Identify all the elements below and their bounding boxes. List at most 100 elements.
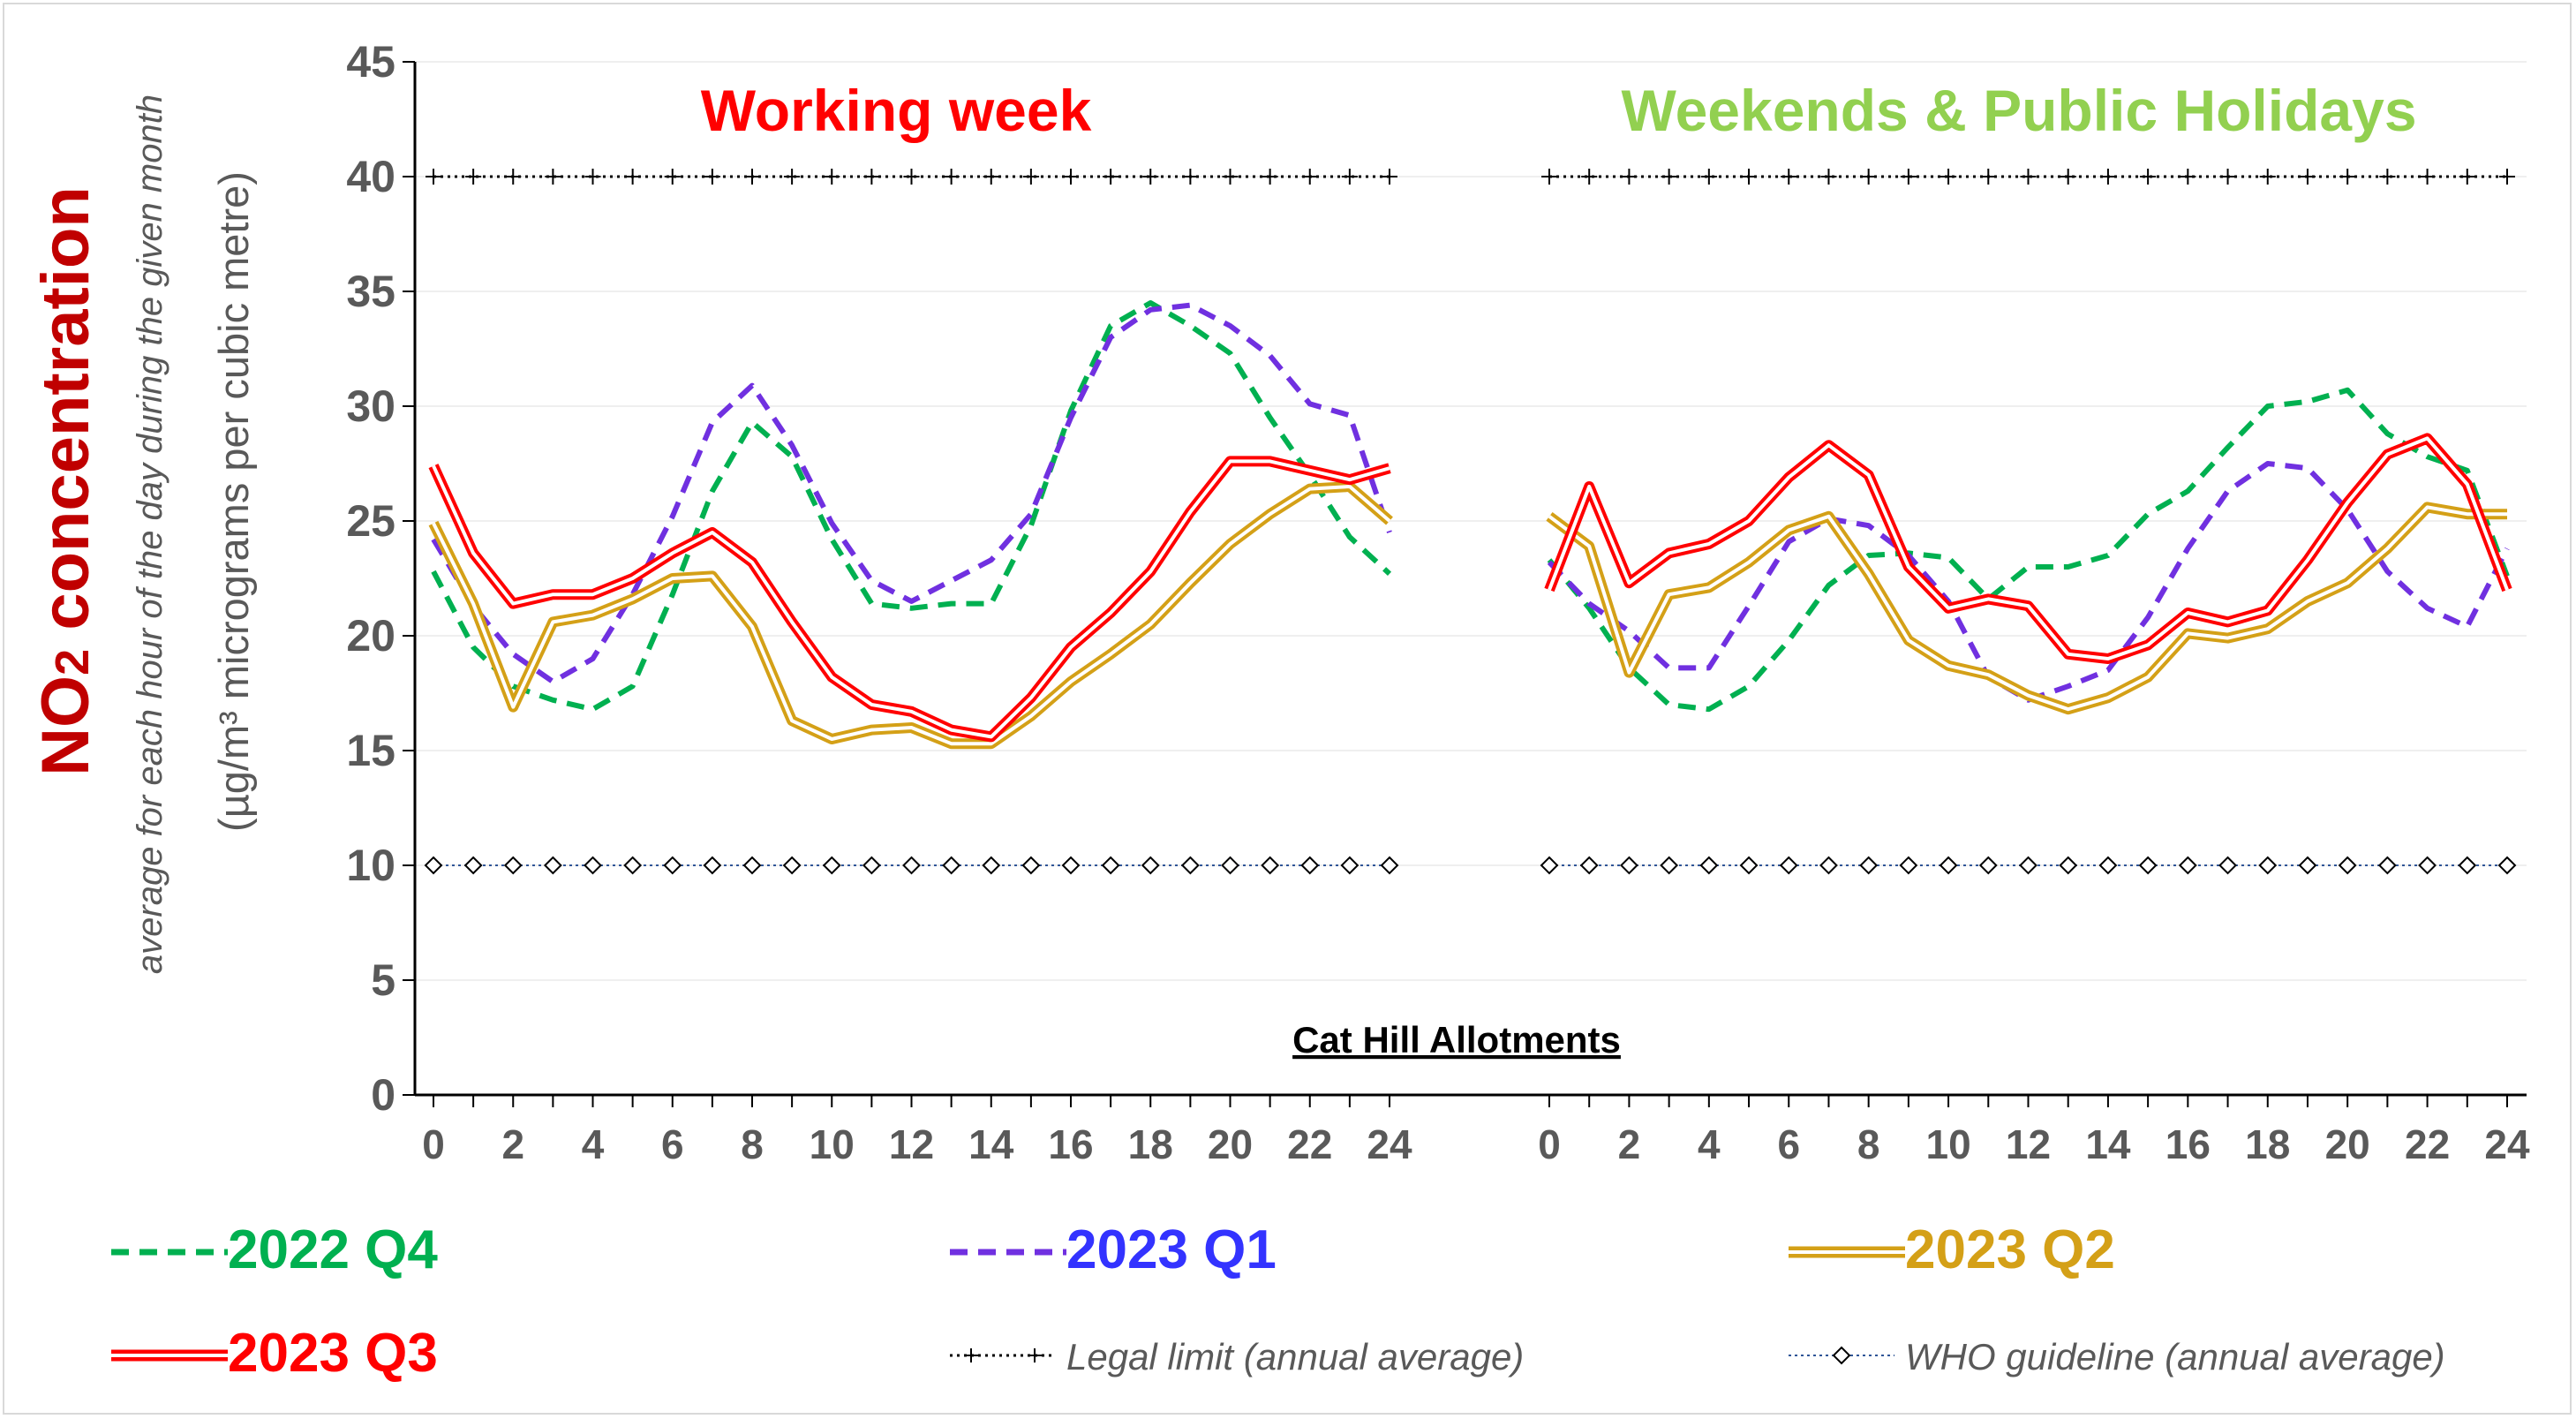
ref-marker-diamond-p1-0 [1540,856,1559,875]
ref-marker-plus-p0-0 [426,169,441,185]
y-title-sub1: average for each hour of the day during … [131,94,169,975]
ref-marker-diamond-p0-11 [862,856,881,875]
legend-label-2023-q1-text: 2023 Q1 [1066,1219,1277,1280]
series-line-2022-q4-working [431,300,1392,713]
legend-item-2023-q2: 2023 Q2 [1785,1217,2279,1287]
ref-marker-plus-p0-14 [983,169,999,185]
ref-marker-diamond-p0-5 [623,856,643,875]
ref-marker-diamond-p0-8 [742,856,762,875]
ref-marker-plus-p1-12 [2020,169,2037,185]
x-tick-label-p1-0: 0 [1538,1121,1561,1167]
y-tick-label-20: 20 [346,611,395,660]
ref-marker-diamond-p1-23 [2458,856,2477,875]
axes [403,61,2527,1107]
ref-marker-diamond-p1-21 [2377,856,2397,875]
ref-marker-diamond-p1-18 [2258,856,2278,875]
ref-marker-plus-p1-14 [2099,169,2116,185]
ref-marker-plus-p0-24 [1382,169,1397,185]
x-tick-label-p1-6: 6 [1777,1121,1800,1167]
ref-marker-plus-p1-19 [2299,169,2316,185]
ref-marker-diamond-p1-4 [1699,856,1719,875]
ref-marker-plus-p1-13 [2060,169,2076,185]
x-tick-label-p1-2: 2 [1618,1121,1641,1167]
ref-marker-plus-p1-10 [1940,169,1957,185]
x-tick-label-p1-14: 14 [2085,1121,2131,1167]
ref-marker-plus-p0-11 [863,169,880,185]
ref-marker-diamond-p1-3 [1660,856,1679,875]
ref-marker-plus-p0-18 [1142,169,1159,185]
x-tick-label-p0-22: 22 [1287,1121,1332,1167]
ref-marker-diamond-p1-6 [1779,856,1798,875]
ref-marker-diamond-p1-19 [2298,856,2317,875]
ref-marker-diamond-p0-20 [1221,856,1239,875]
ref-marker-diamond-p0-15 [1021,856,1041,875]
legend-label-2022-q4: 2022 Q4 [228,1219,438,1280]
ref-marker-plus-p1-1 [1581,169,1598,185]
ref-marker-plus-p0-4 [584,169,601,185]
ref-marker-diamond-p0-23 [1340,856,1360,875]
ref-marker-plus-p0-22 [1301,169,1318,185]
x-tick-label-p1-16: 16 [2165,1121,2211,1167]
ref-marker-plus-p1-20 [2339,169,2356,185]
y-title-main: NO2 concentration [26,40,106,923]
panel-title-working-week: Working week [701,78,1092,143]
ref-marker-diamond-p0-24 [1380,856,1399,875]
x-tick-label-p1-22: 22 [2405,1121,2450,1167]
y-title-main-rest: concentration [28,186,103,649]
y-tick-label-45: 45 [346,37,395,87]
series-lines [428,300,2512,750]
x-tick-label-p0-18: 18 [1128,1121,1173,1167]
x-tick-label-p0-10: 10 [810,1121,855,1167]
ref-marker-plus-p0-2 [505,169,522,185]
ref-marker-diamond-p1-12 [2019,856,2037,875]
ref-marker-diamond-p0-3 [543,856,562,875]
ref-marker-diamond-p1-7 [1819,856,1838,875]
series-line-2023-q1-working [431,302,1392,684]
ref-marker-plus-p0-6 [664,169,681,185]
ref-marker-plus-p0-3 [545,169,561,185]
x-tick-label-p1-18: 18 [2245,1121,2290,1167]
y-tick-label-10: 10 [346,841,395,890]
x-tick-label-p0-6: 6 [661,1121,684,1167]
y-tick-label-0: 0 [371,1070,395,1120]
location-label: Cat Hill Allotments [1292,1019,1621,1060]
ref-marker-plus-p1-3 [1661,169,1677,185]
ref-marker-plus-p0-21 [1262,169,1278,185]
reference-lines [424,169,2517,875]
y-tick-labels: 0 5 10 15 20 25 30 35 40 45 [346,37,395,1120]
ref-marker-diamond-p1-2 [1620,856,1638,875]
ref-marker-diamond-p1-1 [1579,856,1599,875]
ref-marker-diamond-p1-8 [1859,856,1879,875]
x-tick-label-p1-12: 12 [2006,1121,2051,1167]
legend-item-2023-q3: 2023 Q3 [108,1320,567,1391]
ref-marker-plus-p1-9 [1900,169,1917,185]
ref-marker-diamond-p0-10 [822,856,841,875]
legend-label-2023-q1: 2023 Q1 [1066,1219,1277,1281]
x-tick-label-p1-8: 8 [1857,1121,1880,1167]
ref-marker-diamond-p1-24 [2497,856,2517,875]
ref-marker-diamond-p1-17 [2218,856,2237,875]
legend-label-2023-q2: 2023 Q2 [1905,1219,2115,1280]
y-title-sub2: (µg/m³ micrograms per cubic metre) [210,171,257,832]
ref-marker-diamond-p1-22 [2418,856,2437,875]
ref-marker-diamond-p0-18 [1141,856,1160,875]
ref-marker-plus-p1-24 [2499,169,2515,185]
ref-marker-plus-p1-5 [1741,169,1758,185]
ref-marker-diamond-p1-5 [1739,856,1759,875]
legend-swatch-2023-q1 [950,1249,1066,1256]
x-tick-label-p0-24: 24 [1367,1121,1412,1167]
ref-marker-plus-p0-13 [943,169,960,185]
ref-marker-diamond-p0-0 [424,856,443,875]
ref-marker-diamond-p0-7 [703,856,722,875]
y-tick-label-15: 15 [346,726,395,775]
legend-label-2023-q3: 2023 Q3 [228,1323,438,1384]
ref-marker-diamond-p1-11 [1978,856,1998,875]
x-tick-label-p0-0: 0 [422,1121,445,1167]
ref-marker-plus-p0-9 [784,169,801,185]
ref-marker-plus-p1-0 [1541,169,1557,185]
ref-marker-plus-p1-2 [1621,169,1638,185]
legend-swatch-2023-q2 [1789,1246,1905,1258]
ref-marker-plus-p1-6 [1781,169,1797,185]
legend-item-legal-limit: Legal limit (annual average) [946,1320,1617,1391]
y-tick-label-35: 35 [346,267,395,316]
